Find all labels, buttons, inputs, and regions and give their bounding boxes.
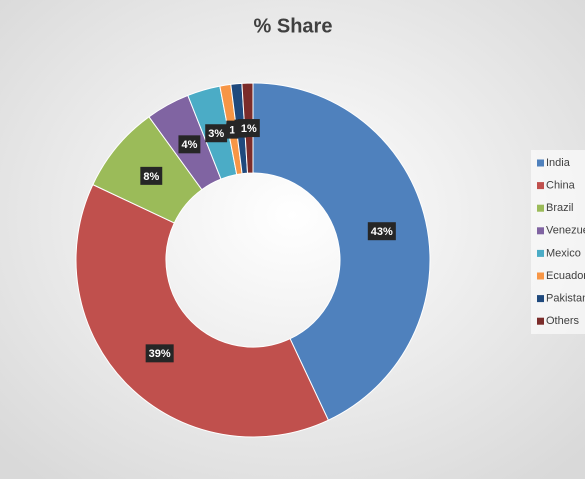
legend-swatch — [537, 182, 544, 190]
legend-label: Ecuador — [546, 270, 585, 282]
legend-label: Mexico — [546, 247, 581, 259]
legend-label: Others — [546, 315, 580, 327]
data-label: 1 — [229, 125, 235, 137]
legend-label: Brazil — [546, 202, 574, 214]
data-label: 1% — [241, 123, 257, 135]
legend-swatch — [537, 295, 544, 303]
data-label-box — [145, 344, 174, 363]
data-label-box — [367, 222, 396, 241]
legend-swatch — [537, 317, 544, 325]
data-label-box — [205, 124, 228, 143]
data-label: 39% — [149, 348, 171, 360]
data-label-box — [237, 119, 260, 138]
legend-label: Venezuela — [546, 225, 585, 237]
legend-box — [531, 150, 585, 334]
legend-swatch — [537, 227, 544, 235]
slice — [75, 183, 330, 438]
data-label: 4% — [181, 139, 197, 151]
legend-label: China — [546, 180, 576, 192]
chart-title: % Share — [254, 15, 333, 37]
data-label-box — [140, 166, 163, 185]
data-label-box — [178, 135, 201, 154]
legend-swatch — [537, 249, 544, 257]
legend-swatch — [537, 204, 544, 212]
data-label: 8% — [143, 171, 159, 183]
legend-label: India — [546, 157, 571, 169]
data-label: 43% — [371, 226, 393, 238]
legend-swatch — [537, 272, 544, 280]
legend-label: Pakistan — [546, 293, 585, 305]
data-label: 3% — [208, 128, 224, 140]
slice — [252, 82, 431, 421]
legend-swatch — [537, 159, 544, 167]
